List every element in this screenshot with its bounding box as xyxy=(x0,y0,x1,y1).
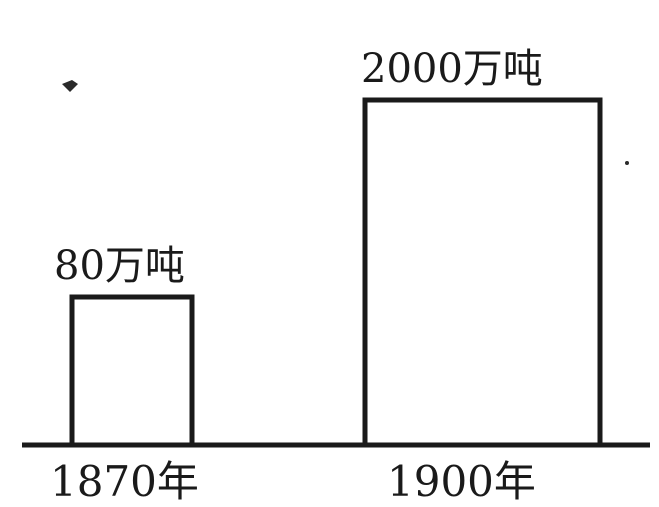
data-label-1: 80万吨 xyxy=(54,243,185,289)
bar-2 xyxy=(362,97,603,448)
data-label-2: 2000万吨 xyxy=(361,46,543,92)
scan-speck-mark xyxy=(62,80,78,92)
x-tick-label-1: 1870年 xyxy=(50,457,199,506)
bar-1 xyxy=(69,294,195,448)
scan-speck-dot xyxy=(625,161,629,165)
labels-group: 80万吨 1870年 2000万吨 1900年 xyxy=(50,46,543,506)
x-tick-label-2: 1900年 xyxy=(387,457,536,506)
bars-group xyxy=(69,97,603,448)
